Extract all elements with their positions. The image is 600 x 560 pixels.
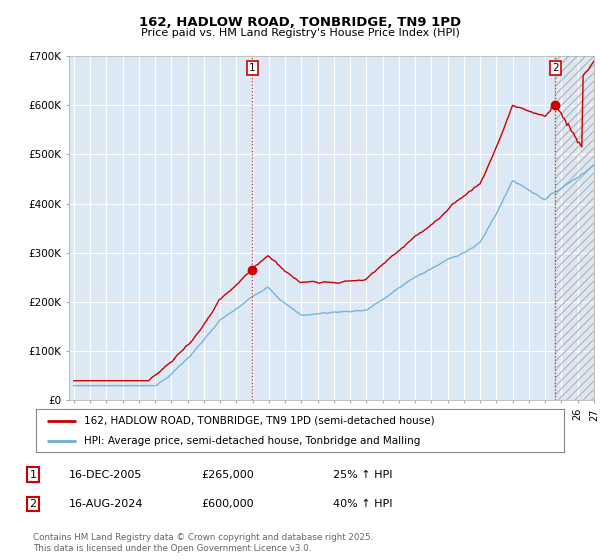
Text: Price paid vs. HM Land Registry's House Price Index (HPI): Price paid vs. HM Land Registry's House …	[140, 28, 460, 38]
Text: 162, HADLOW ROAD, TONBRIDGE, TN9 1PD (semi-detached house): 162, HADLOW ROAD, TONBRIDGE, TN9 1PD (se…	[83, 416, 434, 426]
Text: 2: 2	[29, 499, 37, 509]
Text: 16-AUG-2024: 16-AUG-2024	[69, 499, 143, 509]
Text: 2: 2	[552, 63, 559, 73]
Text: 1: 1	[249, 63, 256, 73]
Text: 1: 1	[29, 470, 37, 480]
Text: £265,000: £265,000	[201, 470, 254, 480]
Text: HPI: Average price, semi-detached house, Tonbridge and Malling: HPI: Average price, semi-detached house,…	[83, 436, 420, 446]
Text: £600,000: £600,000	[201, 499, 254, 509]
Text: 162, HADLOW ROAD, TONBRIDGE, TN9 1PD: 162, HADLOW ROAD, TONBRIDGE, TN9 1PD	[139, 16, 461, 29]
Text: 40% ↑ HPI: 40% ↑ HPI	[333, 499, 392, 509]
Text: Contains HM Land Registry data © Crown copyright and database right 2025.
This d: Contains HM Land Registry data © Crown c…	[33, 533, 373, 553]
Text: 16-DEC-2005: 16-DEC-2005	[69, 470, 142, 480]
Text: 25% ↑ HPI: 25% ↑ HPI	[333, 470, 392, 480]
